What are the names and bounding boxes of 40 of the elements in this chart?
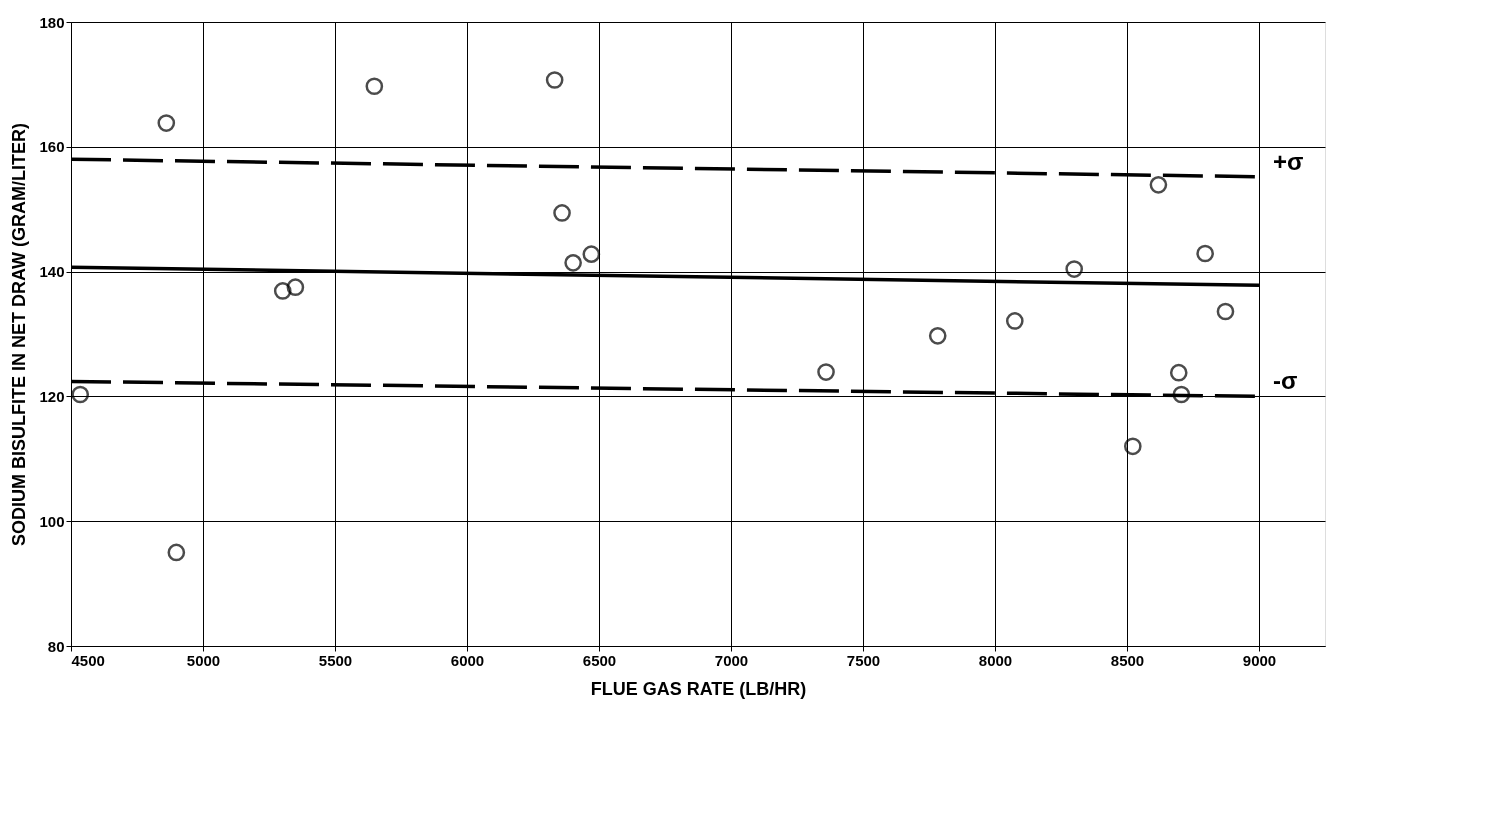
x-tick-label: 4500 — [71, 651, 105, 669]
point — [1123, 437, 1142, 456]
series-label: +σ — [1273, 147, 1304, 175]
y-tick-label: 80 — [47, 637, 65, 655]
point — [365, 77, 384, 96]
point — [928, 327, 947, 345]
x-tick-label: 8500 — [1110, 651, 1145, 669]
point — [286, 278, 305, 297]
point — [817, 363, 835, 381]
x-tick-label: 5500 — [318, 651, 353, 669]
point — [167, 543, 186, 562]
point — [1172, 385, 1191, 404]
y-tick-label: 180 — [39, 13, 65, 31]
point — [582, 245, 601, 263]
y-tick-label: 160 — [39, 138, 65, 156]
x-axis-title: FLUE GAS RATE (LB/HR) — [590, 678, 807, 699]
point — [1169, 363, 1188, 382]
x-tick-label: 7000 — [714, 651, 749, 669]
x-tick-label: 6000 — [450, 651, 485, 669]
point — [1005, 312, 1024, 330]
point — [71, 385, 90, 404]
point — [157, 114, 176, 132]
x-tick-label: 8000 — [978, 651, 1013, 669]
x-tick-label: 6500 — [582, 651, 617, 669]
point — [1065, 260, 1084, 278]
x-tick-label: 5000 — [186, 651, 221, 669]
point — [1216, 302, 1235, 321]
point — [273, 282, 292, 300]
x-tick-label: 9000 — [1242, 651, 1277, 669]
point — [1149, 176, 1168, 194]
y-tick-label: 140 — [39, 263, 65, 281]
y-tick-label: 120 — [39, 387, 65, 405]
point — [545, 71, 564, 89]
point — [564, 254, 582, 272]
y-axis-title: SODIUM BISULFITE IN NET DRAW (GRAM/LITER) — [9, 123, 30, 546]
y-tick-label: 100 — [39, 512, 65, 530]
point — [553, 204, 571, 222]
point — [1196, 244, 1214, 263]
x-tick-label: 7500 — [846, 651, 881, 669]
series-label: -σ — [1273, 367, 1298, 395]
